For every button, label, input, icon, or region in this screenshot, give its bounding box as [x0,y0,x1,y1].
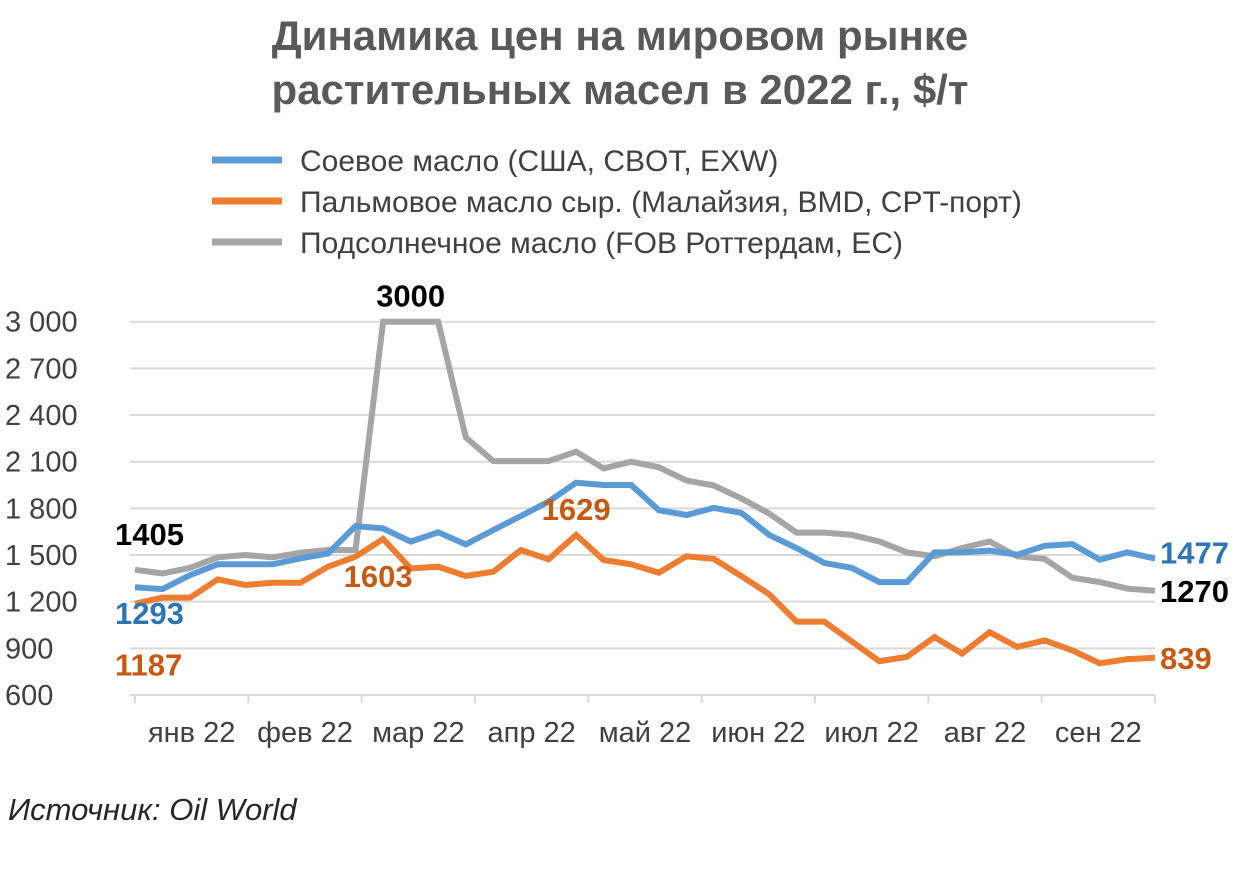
source-note: Источник: Oil World [8,792,298,827]
x-tick-label: май 22 [599,717,692,749]
series-line-0 [134,479,1156,593]
x-tick-label: янв 22 [148,717,235,749]
x-tick-label: авг 22 [944,717,1026,749]
chart-title-line-2: растительных масел в 2022 г., $/т [272,66,969,113]
y-tick-label: 2 400 [5,400,78,432]
y-tick-label: 2 100 [5,447,78,479]
y-axis: 600 900 1 200 1 500 1 800 2 100 2 400 2 700 3 00… [5,307,78,712]
y-tick-label: 1 800 [5,493,78,525]
data-label: 1629 [542,492,611,527]
series-line-2 [134,318,1156,594]
x-tick-label: апр 22 [488,717,576,749]
data-label: 1405 [115,517,184,552]
chart-title-line-1: Динамика цен на мировом рынке [272,12,969,59]
legend-label-0: Соевое масло (США, CBOT, EXW) [300,145,778,178]
x-tick-label: июн 22 [711,717,805,749]
legend-label-1: Пальмовое масло сыр. (Малайзия, BMD, CPT… [300,186,1022,219]
legend-label-2: Подсолнечное масло (FOB Роттердам, ЕС) [300,227,903,260]
data-label: 1187 [115,648,182,683]
y-tick-label: 1 500 [5,540,78,572]
series-line-1 [134,530,1156,667]
data-label: 1477 [1160,536,1229,571]
y-tick-label: 900 [5,633,53,665]
x-tick-label: мар 22 [372,717,465,749]
y-tick-label: 1 200 [5,587,78,619]
data-label: 1270 [1160,574,1229,609]
y-tick-label: 3 000 [5,307,78,339]
x-tick-label: фев 22 [257,717,353,749]
legend: Соевое масло (США, CBOT, EXW) Пальмовое м… [212,145,1022,260]
x-tick-label: сен 22 [1055,717,1142,749]
data-label: 1603 [344,559,413,594]
y-tick-label: 600 [5,680,53,712]
x-axis: янв 22 фев 22 мар 22 апр 22 май 22 июн 22 июл … [134,695,1156,749]
y-tick-label: 2 700 [5,353,78,385]
data-label: 839 [1160,641,1212,676]
x-tick-label: июл 22 [824,717,919,749]
data-label: 1293 [115,596,184,631]
series-lines [134,318,1156,667]
data-label: 3000 [376,279,445,314]
data-labels: 1293 1477 1187 1603 1629 839 1405 3000 1270 [115,279,1229,683]
